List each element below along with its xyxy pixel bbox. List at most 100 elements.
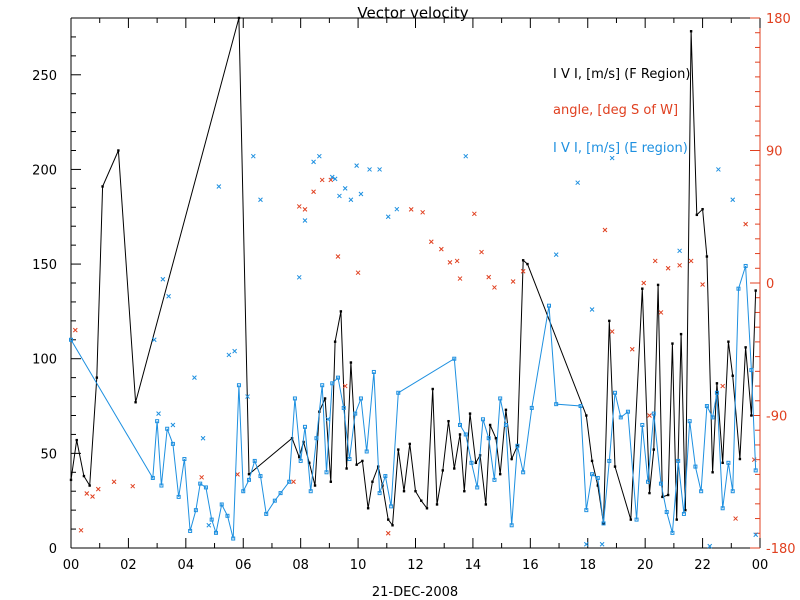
data-point: [457, 276, 463, 281]
data-point: [298, 455, 301, 459]
data-point: [679, 332, 683, 336]
y-tick-label-right: -180: [766, 542, 796, 557]
y-tick-label-left: 150: [32, 258, 57, 273]
data-point: [342, 383, 348, 389]
data-point: [165, 426, 170, 431]
x-tick-label: 10: [350, 558, 367, 573]
y-tick-label-right: 180: [766, 12, 791, 27]
data-point: [457, 422, 462, 427]
data-point: [199, 474, 204, 480]
series-2: [69, 263, 758, 541]
data-point: [232, 348, 237, 354]
data-point: [546, 303, 551, 308]
data-point: [474, 461, 477, 465]
data-point: [278, 491, 283, 496]
data-point: [738, 457, 742, 461]
data-point: [188, 528, 193, 533]
data-point: [134, 401, 137, 404]
x-tick-label: 12: [407, 558, 424, 573]
data-point: [602, 227, 608, 233]
data-point: [371, 369, 376, 374]
data-point: [492, 477, 497, 482]
data-point: [325, 416, 331, 422]
data-point: [319, 177, 325, 183]
x-tick-label: 00: [63, 558, 80, 573]
data-point: [367, 167, 372, 172]
x-tick-label: 16: [522, 558, 539, 573]
data-point: [203, 485, 208, 490]
data-point: [484, 503, 488, 506]
data-point: [339, 310, 343, 313]
data-point: [452, 356, 457, 361]
data-point: [647, 413, 652, 418]
data-point: [730, 489, 735, 494]
data-point: [733, 516, 738, 521]
data-point: [526, 262, 529, 266]
data-point: [425, 507, 429, 510]
y-tick-label-left: 50: [40, 447, 57, 462]
data-point: [590, 472, 595, 477]
data-point: [237, 16, 241, 20]
x-tick-label: 14: [465, 558, 482, 573]
data-point: [160, 276, 166, 282]
data-point: [701, 207, 704, 211]
data-point: [348, 197, 354, 203]
data-point: [364, 449, 369, 454]
data-point: [314, 436, 319, 441]
data-point: [469, 460, 474, 465]
data-point: [428, 239, 434, 245]
data-point: [396, 390, 401, 395]
data-point: [328, 177, 334, 183]
data-point: [529, 405, 534, 410]
data-point: [609, 329, 615, 334]
data-point: [216, 184, 222, 189]
data-point: [721, 461, 724, 465]
data-point: [475, 485, 480, 490]
y-tick-label-left: 0: [49, 542, 57, 557]
series-line: [70, 265, 757, 539]
data-point: [520, 268, 526, 274]
data-point: [684, 508, 687, 512]
data-point: [355, 270, 361, 276]
data-point: [687, 419, 692, 424]
data-point: [166, 293, 171, 299]
data-point: [471, 211, 477, 217]
data-point: [492, 285, 497, 290]
data-point: [84, 491, 90, 496]
data-point: [695, 213, 699, 217]
data-point: [503, 422, 508, 427]
data-point: [438, 246, 444, 252]
data-point: [292, 396, 297, 401]
data-point: [431, 387, 434, 391]
data-point: [361, 459, 364, 463]
data-point: [82, 474, 86, 478]
data-point: [78, 527, 84, 533]
data-point: [753, 532, 759, 538]
data-point: [332, 176, 338, 182]
data-point: [463, 490, 466, 493]
series-0: [69, 16, 757, 527]
data-point: [296, 204, 302, 209]
data-point: [156, 411, 161, 416]
data-point: [656, 283, 660, 287]
data-point: [510, 457, 513, 461]
data-point: [408, 207, 414, 212]
data-point: [634, 517, 639, 522]
x-tick-label: 00: [752, 558, 769, 573]
y-tick-label-left: 100: [32, 353, 57, 368]
data-point: [366, 507, 370, 510]
data-point: [313, 484, 317, 487]
data-point: [743, 263, 748, 268]
data-point: [69, 478, 73, 482]
data-point: [192, 375, 197, 380]
data-point: [714, 390, 719, 395]
data-point: [335, 254, 341, 259]
data-point: [287, 479, 292, 484]
x-tick-label: 06: [235, 558, 252, 573]
data-point: [750, 414, 753, 417]
data-point: [726, 460, 731, 465]
y-tick-label-right: -90: [766, 410, 787, 425]
data-point: [754, 289, 757, 292]
data-point: [402, 490, 406, 493]
data-point: [170, 441, 175, 446]
